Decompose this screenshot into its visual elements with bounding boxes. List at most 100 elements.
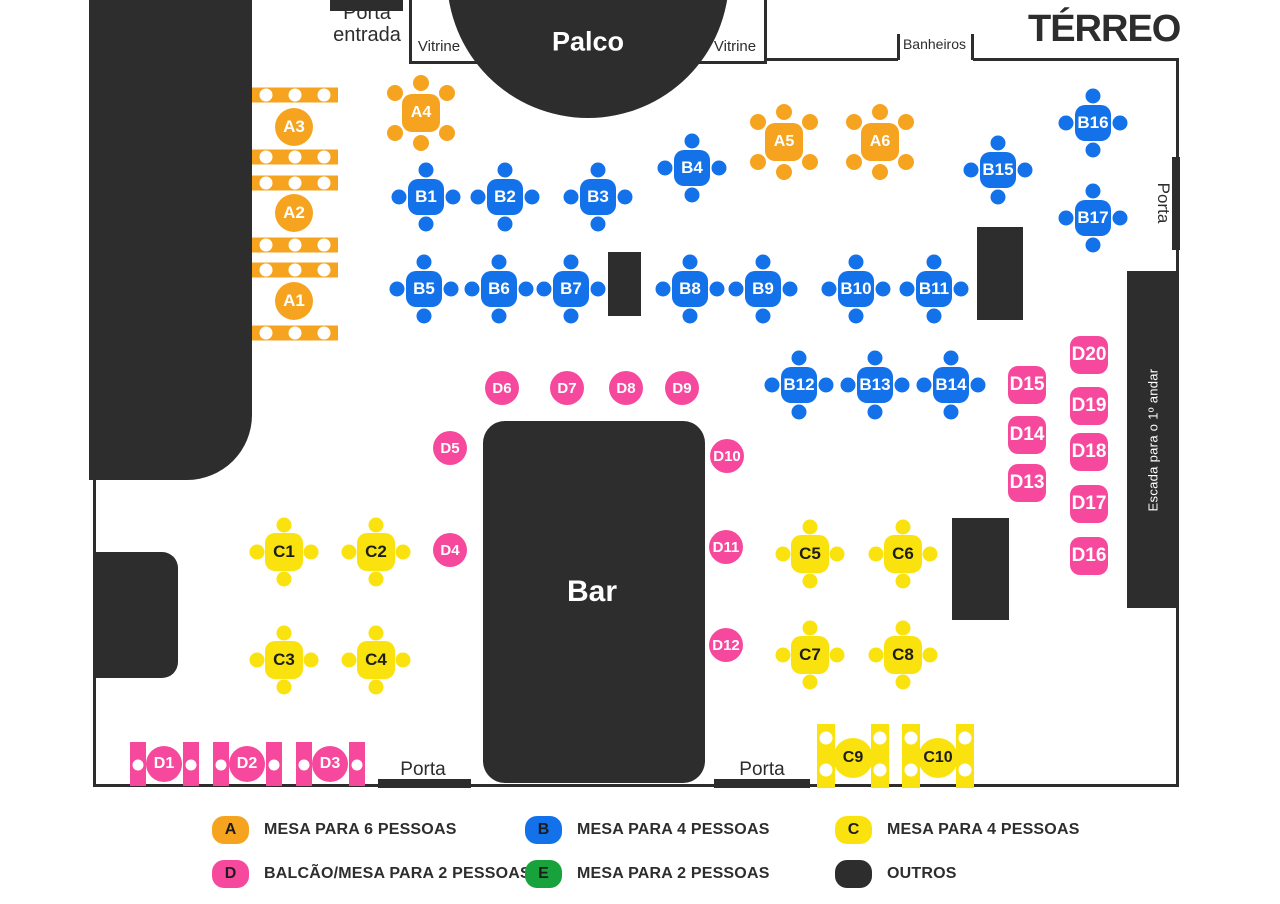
table-top: B10 (838, 271, 874, 307)
chair-dot (829, 647, 845, 663)
legend-label: MESA PARA 6 PESSOAS (264, 821, 457, 838)
chair-dot (750, 154, 766, 170)
chair-dot (443, 281, 459, 297)
restrooms-label: Banheiros (902, 36, 967, 52)
chair-dot (802, 620, 818, 636)
seat-dot (351, 759, 363, 771)
chair-dot (413, 75, 429, 91)
chair-dot (518, 281, 534, 297)
chair-dot (895, 573, 911, 589)
chair-dot (750, 114, 766, 130)
table-top: B6 (481, 271, 517, 307)
chair-dot (709, 281, 725, 297)
chair-dot (875, 281, 891, 297)
seat-dot (873, 763, 887, 777)
chair-dot (728, 281, 744, 297)
banheiros-door-tick (897, 34, 900, 60)
chair-dot (368, 517, 384, 533)
chair-dot (276, 517, 292, 533)
chair-dot (970, 377, 986, 393)
chair-dot (416, 254, 432, 270)
table-top: D8 (609, 371, 643, 405)
chair-dot (775, 546, 791, 562)
chair-dot (387, 125, 403, 141)
entrance-door-label: Porta entrada (333, 2, 401, 46)
bar-counter-block (483, 421, 705, 783)
seat-dot (132, 759, 143, 771)
chair-dot (846, 114, 862, 130)
seat-dot (317, 88, 331, 102)
legend-swatch: A (212, 816, 249, 844)
chair-dot (868, 647, 884, 663)
legend-label: MESA PARA 2 PESSOAS (577, 865, 770, 882)
chair-dot (821, 281, 837, 297)
chair-dot (775, 647, 791, 663)
chair-dot (563, 189, 579, 205)
chair-dot (563, 308, 579, 324)
seat-dot (317, 150, 331, 164)
table-top: D12 (709, 628, 743, 662)
chair-dot (418, 216, 434, 232)
table-top: C9 (833, 738, 873, 778)
table-top: D5 (433, 431, 467, 465)
chair-dot (802, 114, 818, 130)
chair-dot (491, 254, 507, 270)
seat-dot (904, 731, 918, 745)
seat-dot (317, 263, 331, 277)
table-top: D19 (1070, 387, 1108, 425)
chair-dot (590, 281, 606, 297)
chair-dot (536, 281, 552, 297)
table-top: D18 (1070, 433, 1108, 471)
seat-dot (259, 326, 273, 340)
table-top: B15 (980, 152, 1016, 188)
door-right-marker (1172, 157, 1180, 250)
seat-dot (288, 88, 302, 102)
table-top: B5 (406, 271, 442, 307)
table-top: C5 (791, 535, 829, 573)
table-top: D9 (665, 371, 699, 405)
chair-dot (840, 377, 856, 393)
chair-dot (829, 546, 845, 562)
chair-dot (922, 546, 938, 562)
chair-dot (439, 85, 455, 101)
seat-dot (288, 326, 302, 340)
stage-label: Palco (551, 26, 625, 57)
pillar (96, 552, 178, 678)
chair-dot (303, 652, 319, 668)
chair-dot (497, 162, 513, 178)
seat-dot (259, 176, 273, 190)
table-top: D13 (1008, 464, 1046, 502)
seat-dot (873, 731, 887, 745)
table-top: B11 (916, 271, 952, 307)
chair-dot (276, 625, 292, 641)
table-top: D1 (146, 746, 182, 782)
pillar (952, 518, 1009, 620)
seat-dot (819, 763, 833, 777)
seat-dot (317, 176, 331, 190)
chair-dot (867, 404, 883, 420)
table-top: D7 (550, 371, 584, 405)
table-top: C4 (357, 641, 395, 679)
chair-dot (439, 125, 455, 141)
legend-swatch: B (525, 816, 562, 844)
chair-dot (802, 674, 818, 690)
chair-dot (1017, 162, 1033, 178)
chair-dot (802, 573, 818, 589)
chair-dot (782, 281, 798, 297)
legend-item-E: E MESA PARA 2 PESSOAS (525, 860, 770, 888)
legend-swatch: D (212, 860, 249, 888)
chair-dot (563, 254, 579, 270)
chair-dot (395, 544, 411, 560)
seat-dot (288, 263, 302, 277)
table-top: A1 (275, 282, 313, 320)
chair-dot (590, 216, 606, 232)
chair-dot (943, 350, 959, 366)
seat-dot (298, 759, 309, 771)
chair-dot (684, 187, 700, 203)
chair-dot (249, 544, 265, 560)
chair-dot (848, 254, 864, 270)
chair-dot (846, 154, 862, 170)
table-top: D10 (710, 439, 744, 473)
chair-dot (953, 281, 969, 297)
seat-dot (259, 238, 273, 252)
